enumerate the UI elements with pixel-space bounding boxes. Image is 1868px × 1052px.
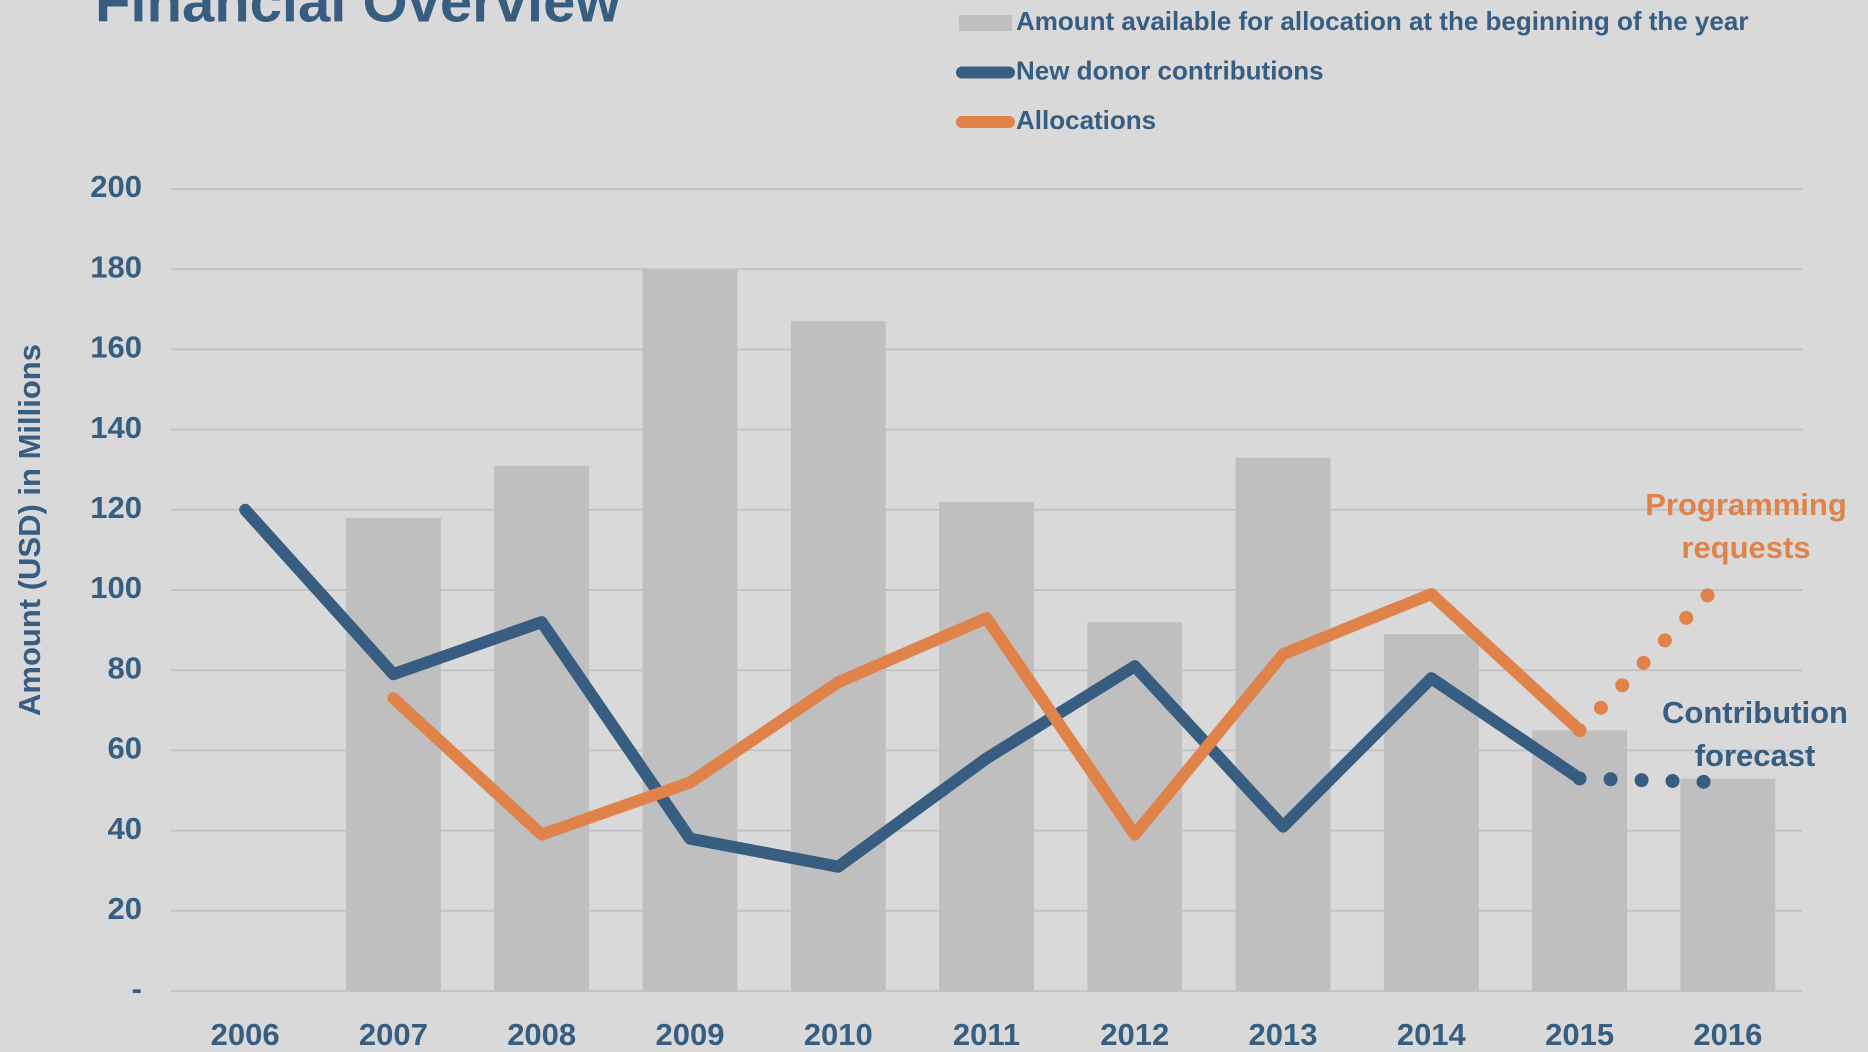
x-tick-label: 2014 (1397, 1017, 1467, 1052)
x-tick-label: 2013 (1249, 1017, 1318, 1052)
x-tick-label: 2011 (953, 1017, 1020, 1052)
bar (642, 269, 738, 991)
line (387, 588, 1586, 841)
forecast-line (1572, 566, 1735, 738)
annotation: Programming (1645, 487, 1847, 522)
annotation: requests (1681, 530, 1810, 565)
bar (345, 517, 441, 991)
bar (1680, 778, 1776, 991)
annotation: forecast (1695, 738, 1816, 773)
legend-swatch (959, 15, 1012, 31)
y-axis-label: Amount (USD) in Millions (12, 344, 47, 716)
legend-label: Amount available for allocation at the b… (1016, 6, 1748, 36)
y-tick-label: 40 (108, 811, 142, 846)
y-tick-label: 200 (90, 169, 142, 204)
x-tick-label: 2012 (1100, 1017, 1169, 1052)
legend-label: New donor contributions (1016, 55, 1324, 85)
y-tick-label: 60 (108, 731, 142, 766)
line (239, 503, 1586, 873)
y-tick-label: 20 (108, 891, 142, 926)
y-tick-label: 120 (90, 490, 142, 525)
bar (1235, 457, 1331, 991)
bar (1532, 730, 1628, 991)
bar (939, 501, 1034, 991)
x-tick-label: 2015 (1545, 1017, 1614, 1052)
bar (494, 465, 590, 991)
x-tick-label: 2016 (1693, 1017, 1762, 1052)
bar (1383, 634, 1479, 991)
legend-label: Allocations (1016, 105, 1156, 135)
x-tick-label: 2009 (655, 1017, 724, 1052)
bar (790, 321, 886, 992)
y-tick-label: - (132, 971, 142, 1006)
bar (1087, 622, 1183, 991)
y-tick-label: 180 (90, 249, 142, 284)
y-tick-label: 140 (90, 410, 142, 445)
x-tick-label: 2006 (211, 1017, 280, 1052)
forecast-line (1572, 771, 1735, 790)
y-tick-label: 160 (90, 330, 142, 365)
annotation: Contribution (1662, 695, 1848, 730)
chart-title: Financial Overview (95, 0, 621, 34)
x-tick-label: 2008 (507, 1017, 576, 1052)
x-tick-label: 2007 (359, 1017, 428, 1052)
x-tick-label: 2010 (804, 1017, 873, 1052)
y-tick-label: 80 (108, 650, 142, 685)
y-tick-label: 100 (90, 570, 142, 605)
